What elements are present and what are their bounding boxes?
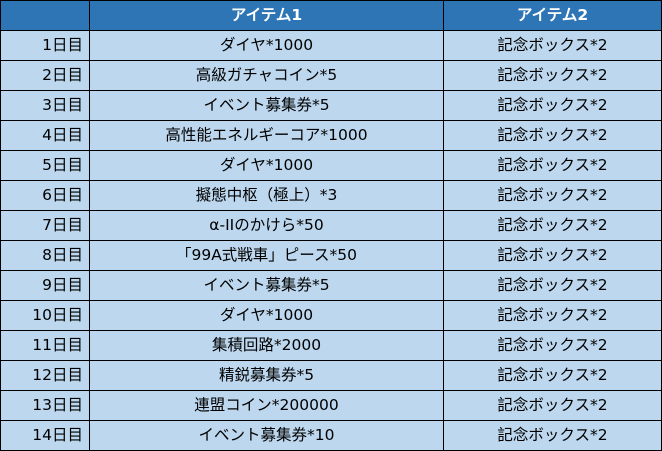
table-row: 11日目 集積回路*2000 記念ボックス*2 — [0, 330, 662, 361]
day-cell: 2日目 — [0, 60, 90, 91]
table-row: 9日目 イベント募集券*5 記念ボックス*2 — [0, 270, 662, 301]
item1-cell: α-IIのかけら*50 — [89, 210, 444, 241]
item2-cell: 記念ボックス*2 — [443, 330, 662, 361]
table-row: 8日目 「99A式戦車」ピース*50 記念ボックス*2 — [0, 240, 662, 271]
table-row: 1日目 ダイヤ*1000 記念ボックス*2 — [0, 30, 662, 61]
item2-cell: 記念ボックス*2 — [443, 150, 662, 181]
item2-cell: 記念ボックス*2 — [443, 180, 662, 211]
item1-cell: ダイヤ*1000 — [89, 300, 444, 331]
day-cell: 14日目 — [0, 420, 90, 451]
item1-cell: 集積回路*2000 — [89, 330, 444, 361]
item2-cell: 記念ボックス*2 — [443, 360, 662, 391]
table-row: 10日目 ダイヤ*1000 記念ボックス*2 — [0, 300, 662, 331]
item1-cell: 高級ガチャコイン*5 — [89, 60, 444, 91]
day-cell: 12日目 — [0, 360, 90, 391]
item2-cell: 記念ボックス*2 — [443, 420, 662, 451]
table-row: 7日目 α-IIのかけら*50 記念ボックス*2 — [0, 210, 662, 241]
item1-cell: ダイヤ*1000 — [89, 30, 444, 61]
item1-cell: 擬態中枢（極上）*3 — [89, 180, 444, 211]
table-row: 3日目 イベント募集券*5 記念ボックス*2 — [0, 90, 662, 121]
item1-cell: 精鋭募集券*5 — [89, 360, 444, 391]
item1-cell: 高性能エネルギーコア*1000 — [89, 120, 444, 151]
day-cell: 7日目 — [0, 210, 90, 241]
day-cell: 10日目 — [0, 300, 90, 331]
table-row: 12日目 精鋭募集券*5 記念ボックス*2 — [0, 360, 662, 391]
item2-cell: 記念ボックス*2 — [443, 390, 662, 421]
header-day — [0, 0, 90, 31]
day-cell: 1日目 — [0, 30, 90, 61]
header-row: アイテム1 アイテム2 — [0, 0, 662, 31]
day-cell: 9日目 — [0, 270, 90, 301]
item1-cell: イベント募集券*5 — [89, 90, 444, 121]
item1-cell: イベント募集券*5 — [89, 270, 444, 301]
day-cell: 13日目 — [0, 390, 90, 421]
day-cell: 11日目 — [0, 330, 90, 361]
item2-cell: 記念ボックス*2 — [443, 300, 662, 331]
item2-cell: 記念ボックス*2 — [443, 270, 662, 301]
item1-cell: 連盟コイン*200000 — [89, 390, 444, 421]
day-cell: 8日目 — [0, 240, 90, 271]
table-row: 5日目 ダイヤ*1000 記念ボックス*2 — [0, 150, 662, 181]
item2-cell: 記念ボックス*2 — [443, 240, 662, 271]
item2-cell: 記念ボックス*2 — [443, 210, 662, 241]
table-row: 2日目 高級ガチャコイン*5 記念ボックス*2 — [0, 60, 662, 91]
table-row: 4日目 高性能エネルギーコア*1000 記念ボックス*2 — [0, 120, 662, 151]
item2-cell: 記念ボックス*2 — [443, 30, 662, 61]
table-body: 1日目 ダイヤ*1000 記念ボックス*2 2日目 高級ガチャコイン*5 記念ボックス*2… — [0, 30, 662, 451]
table-row: 14日目 イベント募集券*10 記念ボックス*2 — [0, 420, 662, 451]
table-row: 13日目 連盟コイン*200000 記念ボックス*2 — [0, 390, 662, 421]
header-item2: アイテム2 — [443, 0, 662, 31]
item2-cell: 記念ボックス*2 — [443, 120, 662, 151]
item1-cell: ダイヤ*1000 — [89, 150, 444, 181]
day-cell: 3日目 — [0, 90, 90, 121]
day-cell: 4日目 — [0, 120, 90, 151]
day-cell: 5日目 — [0, 150, 90, 181]
item2-cell: 記念ボックス*2 — [443, 60, 662, 91]
header-item1: アイテム1 — [89, 0, 444, 31]
table-header: アイテム1 アイテム2 — [0, 0, 662, 31]
day-cell: 6日目 — [0, 180, 90, 211]
item2-cell: 記念ボックス*2 — [443, 90, 662, 121]
item1-cell: 「99A式戦車」ピース*50 — [89, 240, 444, 271]
item1-cell: イベント募集券*10 — [89, 420, 444, 451]
table-row: 6日目 擬態中枢（極上）*3 記念ボックス*2 — [0, 180, 662, 211]
